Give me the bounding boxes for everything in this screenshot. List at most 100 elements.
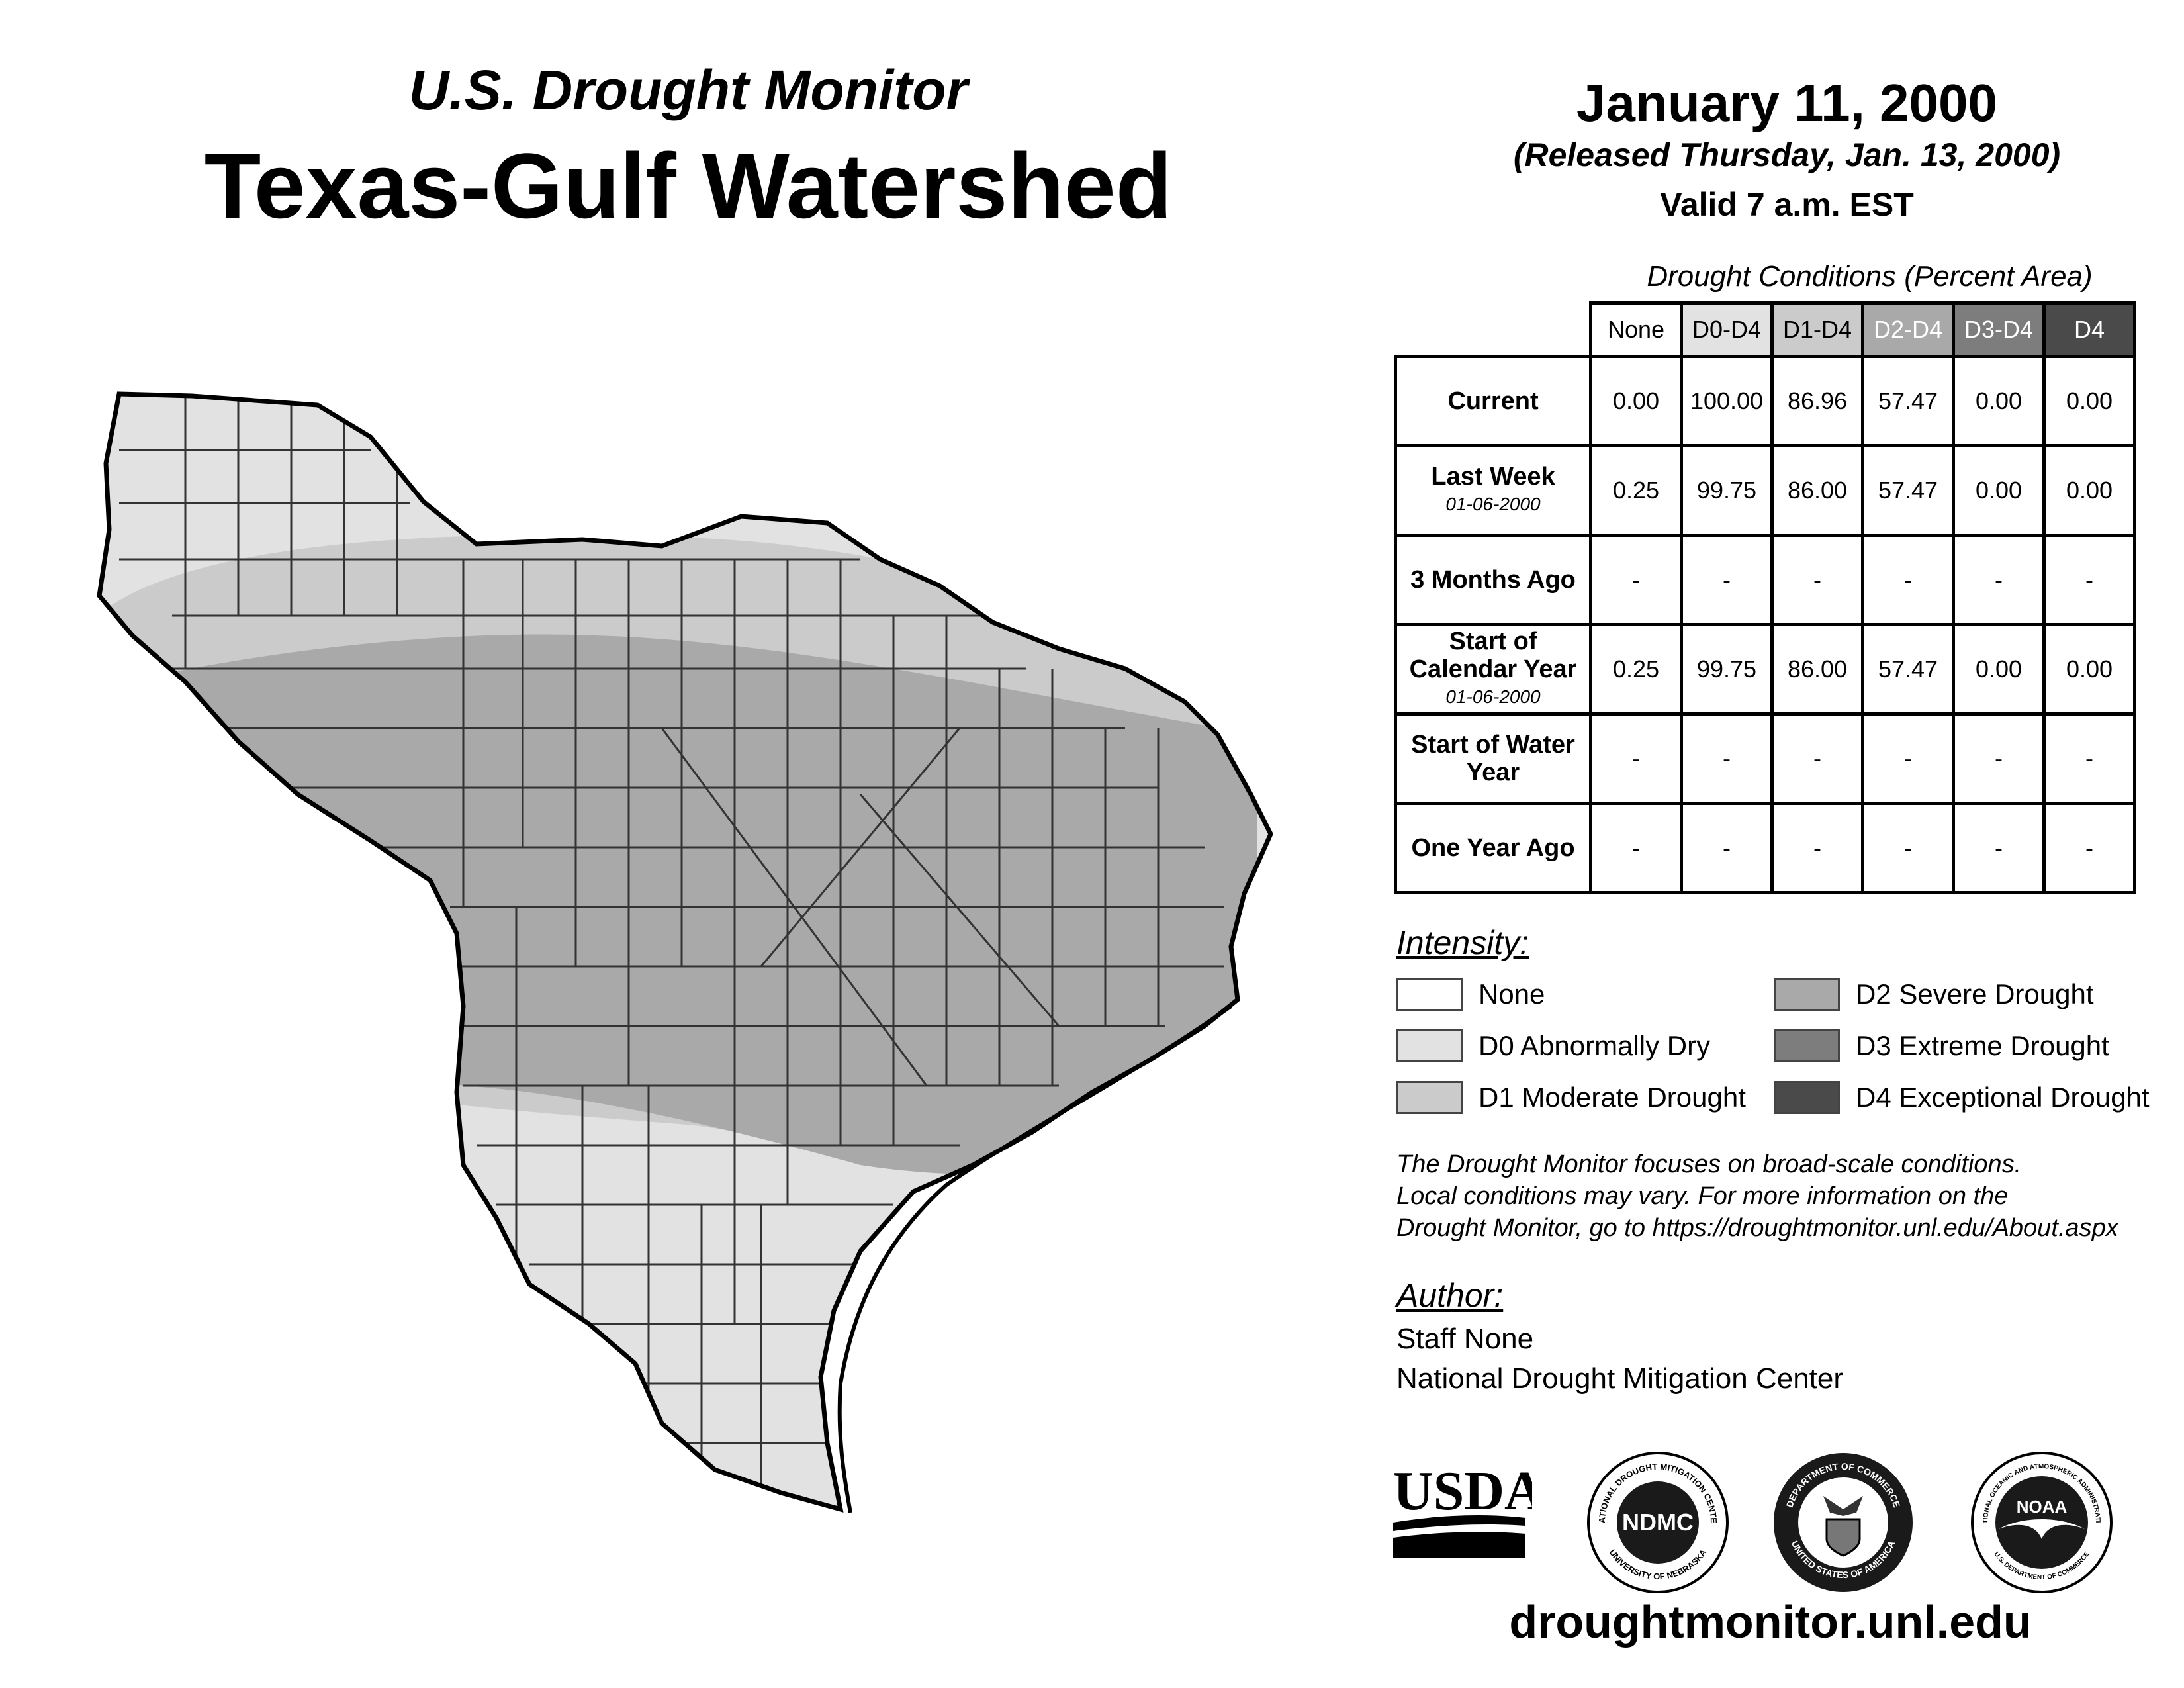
row-label-text: One Year Ago xyxy=(1411,834,1575,862)
noaa-logo-text: NOAA xyxy=(2017,1497,2068,1517)
legend-swatch xyxy=(1774,1029,1840,1062)
row-label: Start of Calendar Year 01-06-2000 xyxy=(1394,623,1592,716)
release-date: (Released Thursday, Jan. 13, 2000) xyxy=(1513,136,2061,173)
table-cell: - xyxy=(2042,534,2136,626)
table-cell: - xyxy=(1589,802,1683,894)
table-row: 3 Months Ago - - - - - - xyxy=(1394,534,2136,626)
noaa-bird-icon xyxy=(1999,1519,2085,1539)
legend-swatch xyxy=(1396,1081,1463,1114)
shield-icon xyxy=(1825,1518,1861,1557)
table-row: Start of Calendar Year 01-06-2000 0.25 99… xyxy=(1394,623,2136,716)
commerce-seal: DEPARTMENT OF COMMERCE UNITED STATES OF … xyxy=(1774,1453,1913,1592)
barrier-island-line xyxy=(837,1004,1232,1513)
table-row: Current 0.00 100.00 86.96 57.47 0.00 0.0… xyxy=(1394,355,2136,447)
ndmc-logo-text: NDMC xyxy=(1622,1509,1694,1536)
legend-item-none: None xyxy=(1396,974,1545,1014)
usda-field xyxy=(1393,1532,1525,1558)
legend-item-d1: D1 Moderate Drought xyxy=(1396,1078,1746,1117)
table-row: Start of Water Year - - - - - - xyxy=(1394,712,2136,805)
table-cell: 0.25 xyxy=(1589,623,1683,716)
table-cell: 100.00 xyxy=(1680,355,1774,447)
row-sublabel: 01-06-2000 xyxy=(1445,686,1541,707)
row-label-text: 3 Months Ago xyxy=(1410,566,1576,594)
row-label: Current xyxy=(1394,355,1592,447)
noaa-logo: NATIONAL OCEANIC AND ATMOSPHERIC ADMINIS… xyxy=(1969,1450,2113,1593)
col-header-d0-d4: D0-D4 xyxy=(1680,301,1774,358)
legend-swatch xyxy=(1774,1081,1840,1114)
map-subtitle: U.S. Drought Monitor xyxy=(408,59,968,121)
legend-item-d4: D4 Exceptional Drought xyxy=(1774,1078,2150,1117)
table-cell: 57.47 xyxy=(1861,355,1955,447)
table-cell: 0.00 xyxy=(2042,444,2136,537)
usda-logo: USDA xyxy=(1393,1460,1532,1558)
legend-item-d3: D3 Extreme Drought xyxy=(1774,1026,2109,1066)
table-header-row: None D0-D4 D1-D4 D2-D4 D3-D4 D4 xyxy=(1396,301,2136,358)
table-cell: - xyxy=(1861,534,1955,626)
table-cell: - xyxy=(1770,534,1864,626)
table-row: Last Week 01-06-2000 0.25 99.75 86.00 57.… xyxy=(1394,444,2136,537)
row-label-text: Last Week xyxy=(1431,463,1555,491)
table-cell: 86.96 xyxy=(1770,355,1864,447)
ndmc-logo: NATIONAL DROUGHT MITIGATION CENTER UNIVE… xyxy=(1585,1450,1729,1593)
legend-item-d0: D0 Abnormally Dry xyxy=(1396,1026,1710,1066)
table-cell: 0.00 xyxy=(1589,355,1683,447)
legend-label: D3 Extreme Drought xyxy=(1856,1030,2109,1061)
table-cell: 86.00 xyxy=(1770,444,1864,537)
table-cell: 57.47 xyxy=(1861,444,1955,537)
legend-item-d2: D2 Severe Drought xyxy=(1774,974,2094,1014)
table-cell: - xyxy=(1680,712,1774,805)
table-cell: 57.47 xyxy=(1861,623,1955,716)
table-cell: - xyxy=(2042,802,2136,894)
drought-map xyxy=(79,357,1310,1513)
row-label-text: Start of Calendar Year xyxy=(1409,628,1577,683)
table-cell: 0.00 xyxy=(1952,623,2046,716)
col-header-none: None xyxy=(1589,301,1683,358)
drought-conditions-table: None D0-D4 D1-D4 D2-D4 D3-D4 D4 Current … xyxy=(1394,301,2136,894)
table-cell: - xyxy=(1952,534,2046,626)
author-org: National Drought Mitigation Center xyxy=(1396,1362,1844,1395)
county-boundaries xyxy=(119,394,1224,1489)
drought-areas xyxy=(99,394,1271,1509)
legend-swatch xyxy=(1396,978,1463,1011)
row-label-text: Start of Water Year xyxy=(1411,731,1575,786)
table-row: One Year Ago - - - - - - xyxy=(1394,802,2136,894)
table-cell: - xyxy=(1770,802,1864,894)
table-cell: 99.75 xyxy=(1680,444,1774,537)
legend-swatch xyxy=(1774,978,1840,1011)
legend-label: D4 Exceptional Drought xyxy=(1856,1082,2150,1113)
col-header-d4: D4 xyxy=(2042,301,2136,358)
valid-time: Valid 7 a.m. EST xyxy=(1660,186,1914,223)
legend-label: D0 Abnormally Dry xyxy=(1479,1030,1711,1061)
row-label: Last Week 01-06-2000 xyxy=(1394,444,1592,537)
legend-label: D1 Moderate Drought xyxy=(1479,1082,1746,1113)
legend-swatch xyxy=(1396,1029,1463,1062)
table-cell: - xyxy=(1770,712,1864,805)
d2-area xyxy=(99,634,1257,1174)
note-line: Local conditions may vary. For more info… xyxy=(1396,1182,2009,1210)
row-sublabel: 01-06-2000 xyxy=(1445,494,1541,514)
ndmc-disc xyxy=(1617,1481,1699,1564)
col-header-d3-d4: D3-D4 xyxy=(1952,301,2046,358)
table-cell: - xyxy=(1680,534,1774,626)
author-title: Author: xyxy=(1396,1277,1504,1314)
note-line: The Drought Monitor focuses on broad-sca… xyxy=(1396,1150,2022,1178)
disclaimer-note: The Drought Monitor focuses on broad-sca… xyxy=(1396,1149,2158,1244)
col-header-d1-d4: D1-D4 xyxy=(1770,301,1864,358)
legend-title: Intensity: xyxy=(1396,924,1529,961)
table-cell: - xyxy=(1680,802,1774,894)
map-date: January 11, 2000 xyxy=(1576,73,1998,132)
table-caption: Drought Conditions (Percent Area) xyxy=(1647,260,2093,293)
table-cell: 0.00 xyxy=(2042,623,2136,716)
table-cell: 0.25 xyxy=(1589,444,1683,537)
table-cell: - xyxy=(1589,712,1683,805)
table-corner xyxy=(1396,303,1591,357)
row-label-text: Current xyxy=(1447,387,1539,415)
table-cell: 0.00 xyxy=(2042,355,2136,447)
usda-swoosh xyxy=(1393,1515,1525,1531)
table-cell: 0.00 xyxy=(1952,444,2046,537)
row-label: 3 Months Ago xyxy=(1394,534,1592,626)
table-cell: - xyxy=(1952,802,2046,894)
footer-url[interactable]: droughtmonitor.unl.edu xyxy=(1509,1596,2032,1648)
row-label: One Year Ago xyxy=(1394,802,1592,894)
table-cell: - xyxy=(1589,534,1683,626)
